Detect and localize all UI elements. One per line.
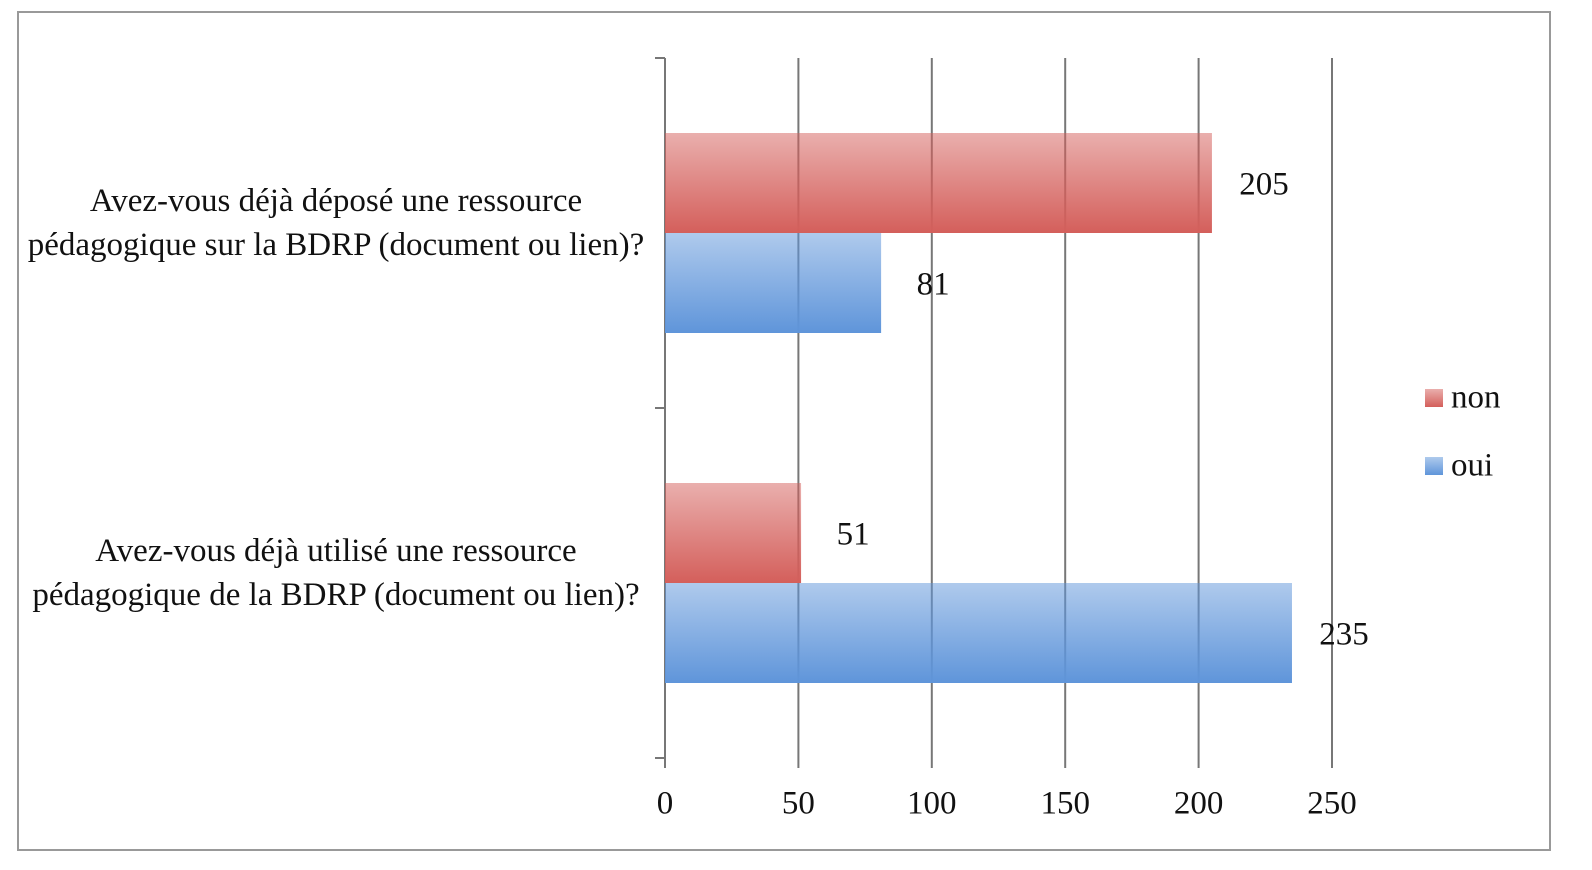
category-label: Avez-vous déjà déposé une ressource péda… bbox=[27, 183, 645, 263]
x-tick-label: 150 bbox=[1040, 786, 1090, 822]
legend-swatch bbox=[1425, 457, 1443, 475]
x-tick-label: 250 bbox=[1307, 786, 1357, 822]
value-label: 205 bbox=[1239, 167, 1289, 203]
legend-label: non bbox=[1451, 380, 1501, 416]
bar bbox=[665, 483, 802, 583]
bar bbox=[665, 133, 1212, 233]
legend-swatch bbox=[1425, 389, 1443, 407]
value-label: 51 bbox=[837, 517, 870, 553]
value-label: 81 bbox=[917, 267, 950, 303]
value-label: 235 bbox=[1319, 617, 1369, 653]
x-tick-label: 100 bbox=[907, 786, 957, 822]
x-tick-label: 200 bbox=[1174, 786, 1224, 822]
category-label: Avez-vous déjà utilisé une ressource péd… bbox=[32, 533, 640, 613]
legend-label: oui bbox=[1451, 448, 1493, 484]
x-tick-label: 50 bbox=[782, 786, 815, 822]
chart-frame bbox=[17, 11, 1551, 851]
bar bbox=[665, 583, 1292, 683]
x-tick-label: 0 bbox=[657, 786, 674, 822]
bar bbox=[665, 233, 882, 333]
